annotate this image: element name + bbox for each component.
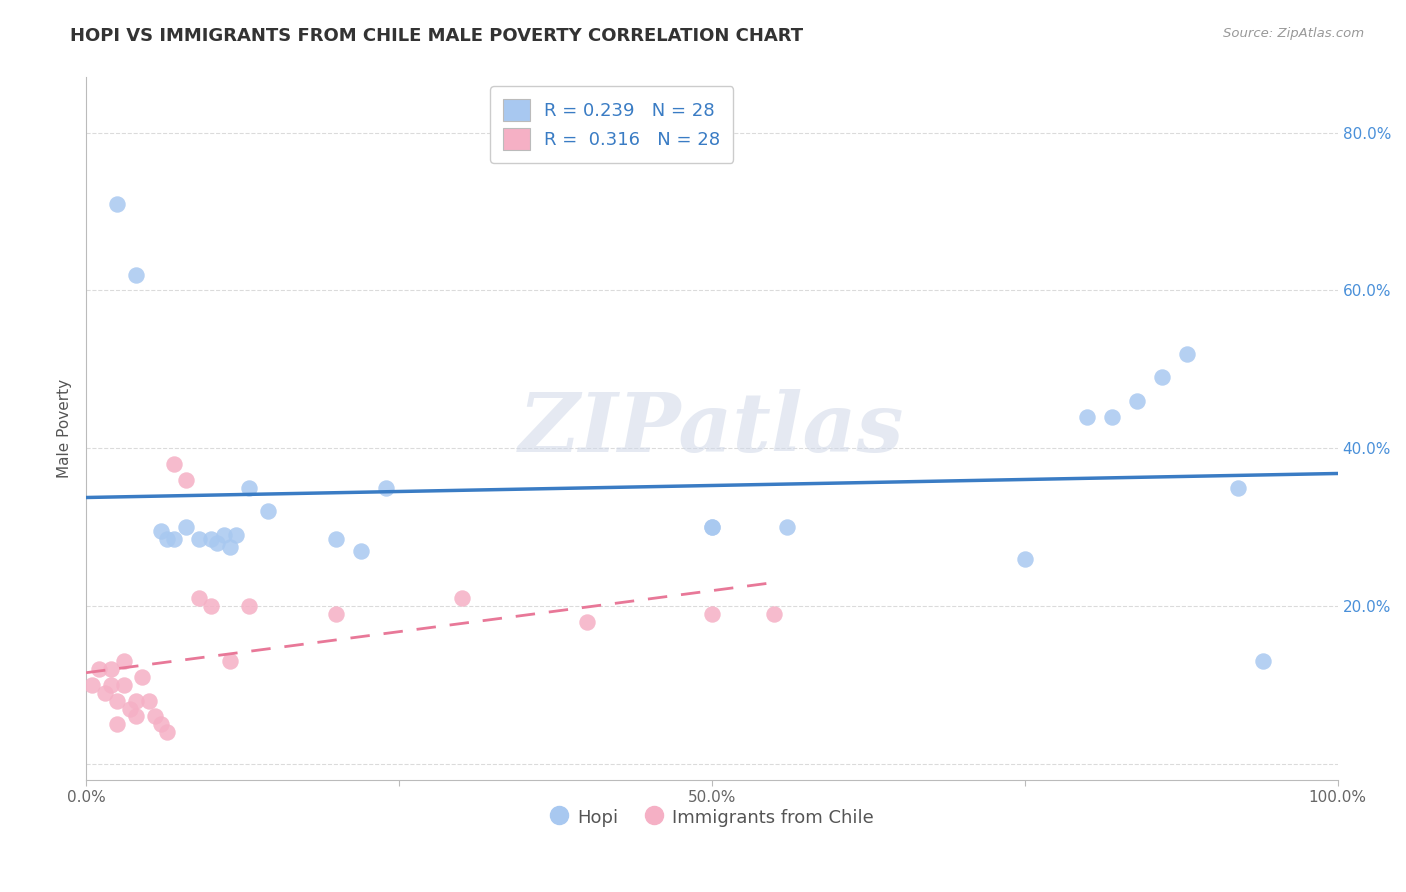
Point [156,532,179,546]
Point [219,540,242,554]
Point [700,607,723,621]
Point [238,481,260,495]
Point [187,591,209,606]
Point [1251,654,1274,668]
Point [207,536,229,550]
Point [143,709,166,723]
Point [763,607,786,621]
Point [1177,346,1199,360]
Point [100,678,122,692]
Point [150,524,173,538]
Y-axis label: Male Poverty: Male Poverty [58,379,72,478]
Point [575,615,598,629]
Point [105,694,128,708]
Text: HOPI VS IMMIGRANTS FROM CHILE MALE POVERTY CORRELATION CHART: HOPI VS IMMIGRANTS FROM CHILE MALE POVER… [70,27,803,45]
Point [105,717,128,731]
Point [1014,551,1036,566]
Point [105,196,128,211]
Point [200,532,222,546]
Point [138,694,160,708]
Point [1226,481,1249,495]
Point [450,591,472,606]
Legend: Hopi, Immigrants from Chile: Hopi, Immigrants from Chile [543,801,882,834]
Point [82,678,104,692]
Point [156,725,179,739]
Point [325,532,347,546]
Point [776,520,799,534]
Point [125,709,148,723]
Point [163,532,186,546]
Point [125,268,148,282]
Point [375,481,398,495]
Point [1101,409,1123,424]
Point [256,504,278,518]
Point [163,457,186,471]
Point [87,662,110,676]
Point [112,678,135,692]
Point [350,544,373,558]
Text: ZIPatlas: ZIPatlas [519,389,904,468]
Point [700,520,723,534]
Point [238,599,260,613]
Point [219,654,242,668]
Point [125,694,148,708]
Point [200,599,222,613]
Point [112,654,135,668]
Point [225,528,247,542]
Point [187,532,209,546]
Point [118,701,141,715]
Point [94,686,117,700]
Point [100,662,122,676]
Point [1126,393,1149,408]
Point [174,520,197,534]
Text: Source: ZipAtlas.com: Source: ZipAtlas.com [1223,27,1364,40]
Point [131,670,153,684]
Point [325,607,347,621]
Point [1152,370,1174,384]
Point [212,528,235,542]
Point [1076,409,1098,424]
Point [150,717,173,731]
Point [700,520,723,534]
Point [174,473,197,487]
